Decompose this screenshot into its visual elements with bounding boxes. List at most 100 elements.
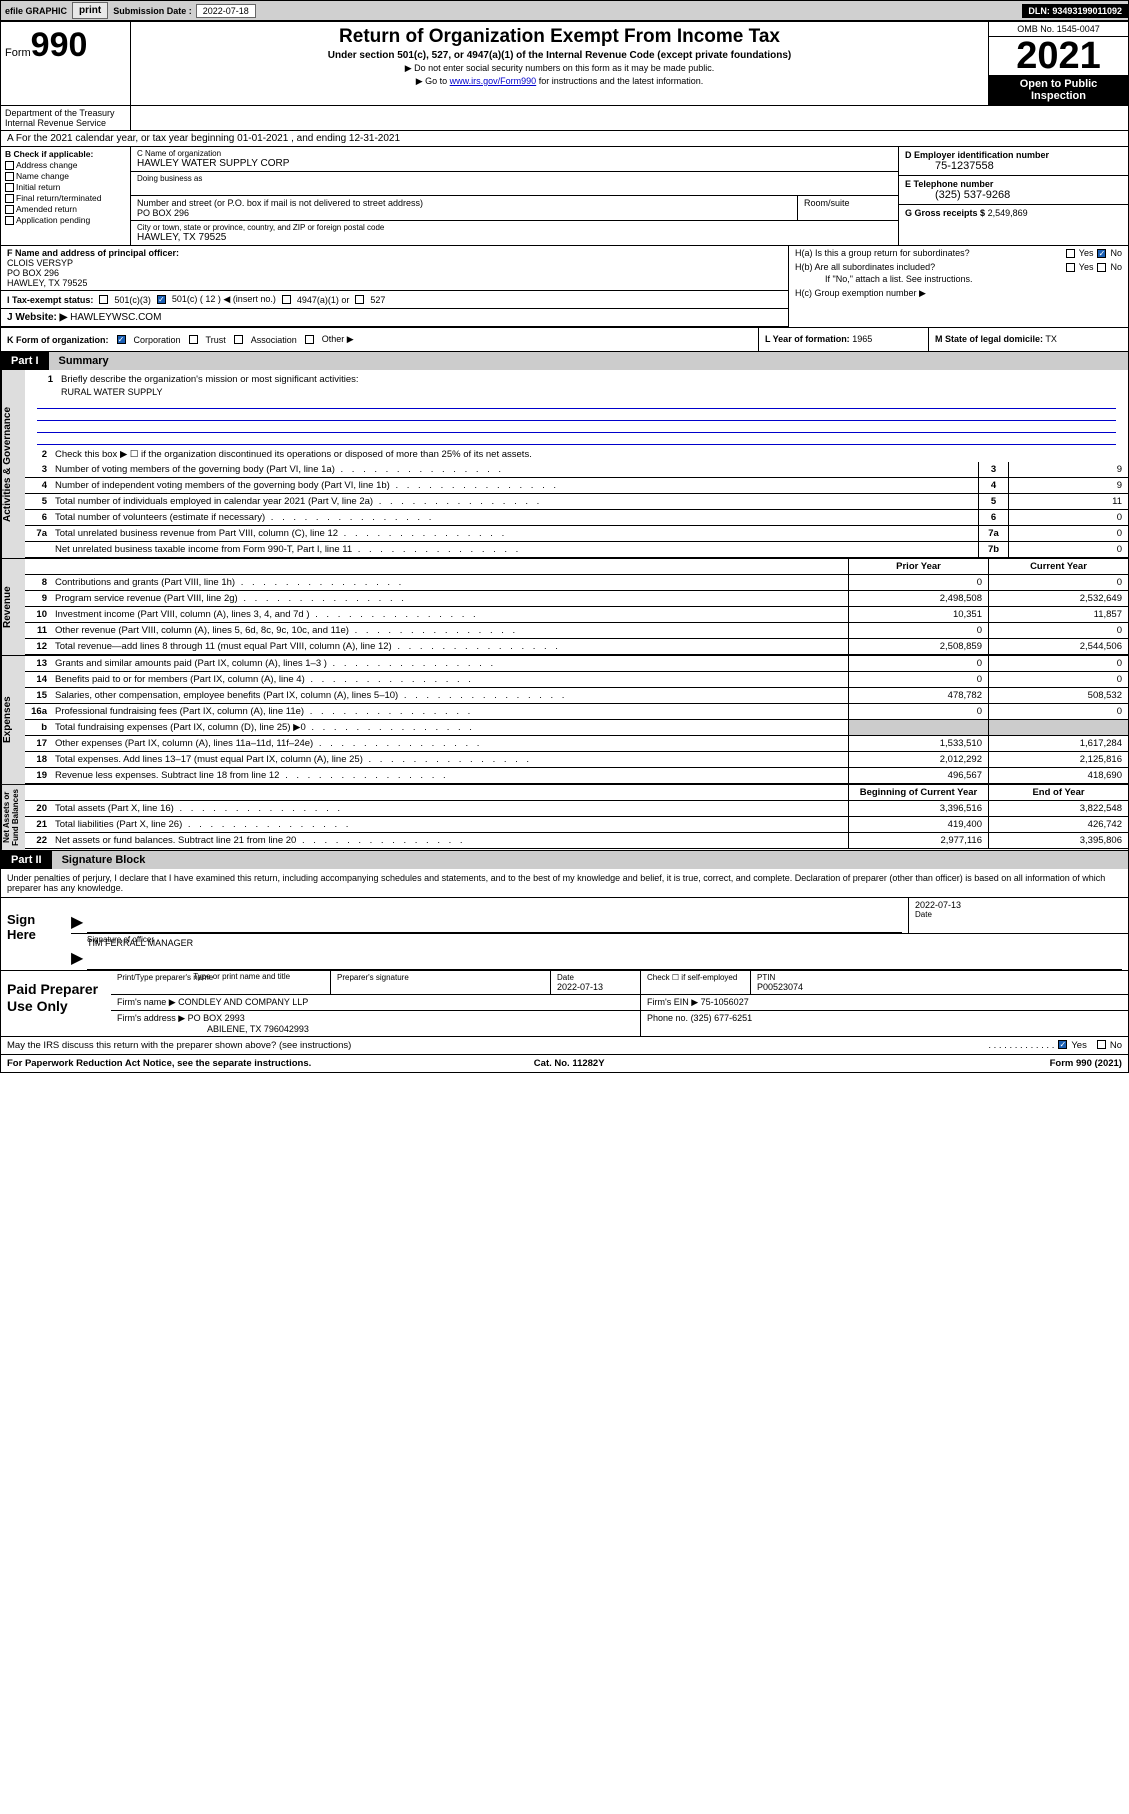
chk-4947[interactable]: [282, 295, 291, 304]
ptin-value: P00523074: [757, 982, 1122, 992]
officer-name-field: TIM FERRALL MANAGERType or print name an…: [87, 938, 1122, 970]
chk-other[interactable]: [305, 335, 314, 344]
dln-value: DLN: 93493199011092: [1022, 4, 1128, 18]
top-toolbar: efile GRAPHIC print Submission Date : 20…: [0, 0, 1129, 21]
sign-here-block: Sign Here ▶ Signature of officer 2022-07…: [1, 898, 1128, 971]
year-box: OMB No. 1545-0047 2021 Open to Public In…: [988, 22, 1128, 105]
city-value: HAWLEY, TX 79525: [137, 232, 892, 243]
row-a-taxyear: A For the 2021 calendar year, or tax yea…: [1, 131, 1128, 147]
prior-year-hdr: Prior Year: [848, 559, 988, 574]
col-d: D Employer identification number 75-1237…: [898, 147, 1128, 245]
form-number: 990: [31, 26, 88, 64]
chk-corp[interactable]: [117, 335, 126, 344]
vtab-governance: Activities & Governance: [1, 370, 25, 558]
chk-assoc[interactable]: [234, 335, 243, 344]
m-label: M State of legal domicile:: [935, 334, 1043, 344]
tel-value: (325) 537-9268: [905, 189, 1122, 201]
current-year-hdr: Current Year: [988, 559, 1128, 574]
sig-date-field: 2022-07-13Date: [908, 898, 1128, 933]
efile-label: efile GRAPHIC: [1, 6, 71, 16]
chk-hb-no[interactable]: [1097, 263, 1106, 272]
footer-left: For Paperwork Reduction Act Notice, see …: [7, 1058, 311, 1069]
ein-value: 75-1237558: [905, 160, 1122, 172]
firm-name: CONDLEY AND COMPANY LLP: [178, 997, 308, 1007]
website-value: HAWLEYWSC.COM: [70, 312, 161, 323]
firm-phone: (325) 677-6251: [691, 1013, 753, 1023]
section-bcd: B Check if applicable: Address change Na…: [1, 147, 1128, 246]
prep-date: 2022-07-13: [557, 982, 634, 992]
sign-here-label: Sign Here: [1, 898, 71, 970]
print-button[interactable]: print: [72, 2, 108, 19]
chk-may-no[interactable]: [1097, 1040, 1106, 1049]
tel-label: E Telephone number: [905, 179, 1122, 189]
mission-text: RURAL WATER SUPPLY: [31, 387, 1122, 397]
prep-sig-label: Preparer's signature: [337, 973, 544, 982]
j-website: J Website: ▶ HAWLEYWSC.COM: [1, 309, 788, 327]
part2-header: Part II Signature Block: [1, 851, 1128, 869]
m-value: TX: [1045, 334, 1057, 344]
irs-link[interactable]: www.irs.gov/Form990: [450, 76, 537, 86]
chk-may-yes[interactable]: [1058, 1040, 1067, 1049]
gross-label: G Gross receipts $: [905, 208, 985, 218]
paid-preparer-block: Paid Preparer Use Only Print/Type prepar…: [1, 971, 1128, 1037]
signature-intro: Under penalties of perjury, I declare th…: [1, 869, 1128, 898]
f-officer: F Name and address of principal officer:…: [1, 246, 788, 291]
dept-row: Department of the Treasury Internal Reve…: [1, 106, 1128, 131]
form-title: Return of Organization Exempt From Incom…: [141, 26, 978, 48]
chk-501c3[interactable]: [99, 295, 108, 304]
vtab-revenue: Revenue: [1, 559, 25, 655]
vtab-expenses: Expenses: [1, 656, 25, 784]
line2-text: Check this box ▶ ☐ if the organization d…: [51, 447, 1128, 462]
chk-pending[interactable]: [5, 216, 14, 225]
part1-header: Part I Summary: [1, 352, 1128, 370]
chk-final[interactable]: [5, 194, 14, 203]
paid-preparer-label: Paid Preparer Use Only: [1, 971, 111, 1036]
form-subtitle: Under section 501(c), 527, or 4947(a)(1)…: [141, 50, 978, 61]
k-form-org: K Form of organization: Corporation Trus…: [1, 328, 758, 351]
addr-value: PO BOX 296: [137, 208, 791, 218]
firm-addr: PO BOX 2993: [188, 1013, 245, 1023]
dba-label: Doing business as: [137, 174, 892, 183]
submission-label: Submission Date :: [109, 6, 196, 16]
section-klm: K Form of organization: Corporation Trus…: [1, 328, 1128, 352]
dept-treasury: Department of the Treasury Internal Reve…: [1, 106, 131, 130]
summary-exp: Expenses 13Grants and similar amounts pa…: [1, 656, 1128, 785]
title-box: Return of Organization Exempt From Incom…: [131, 22, 988, 105]
summary-gov: Activities & Governance 1Briefly describ…: [1, 370, 1128, 559]
vtab-netassets: Net Assets or Fund Balances: [1, 785, 25, 850]
gross-value: 2,549,869: [988, 208, 1028, 218]
h-group: H(a) Is this a group return for subordin…: [788, 246, 1128, 327]
hc-group-num: H(c) Group exemption number ▶: [795, 288, 1122, 299]
form-header: Form990 Return of Organization Exempt Fr…: [1, 22, 1128, 106]
chk-ha-yes[interactable]: [1066, 249, 1075, 258]
officer-signature-field[interactable]: Signature of officer: [87, 902, 902, 933]
col-c: C Name of organization HAWLEY WATER SUPP…: [131, 147, 898, 245]
end-year-hdr: End of Year: [988, 785, 1128, 800]
form-word: Form: [5, 47, 31, 59]
chk-initial[interactable]: [5, 183, 14, 192]
org-name: HAWLEY WATER SUPPLY CORP: [137, 158, 892, 169]
may-discuss-row: May the IRS discuss this return with the…: [1, 1037, 1128, 1055]
chk-hb-yes[interactable]: [1066, 263, 1075, 272]
col-b-header: B Check if applicable:: [5, 149, 126, 159]
form-number-box: Form990: [1, 22, 131, 105]
chk-amended[interactable]: [5, 205, 14, 214]
chk-name[interactable]: [5, 172, 14, 181]
chk-ha-no[interactable]: [1097, 249, 1106, 258]
summary-rev: Revenue Prior YearCurrent Year 8Contribu…: [1, 559, 1128, 656]
chk-trust[interactable]: [189, 335, 198, 344]
chk-501c[interactable]: [157, 295, 166, 304]
chk-527[interactable]: [355, 295, 364, 304]
l-label: L Year of formation:: [765, 334, 850, 344]
summary-net: Net Assets or Fund Balances Beginning of…: [1, 785, 1128, 851]
note-ssn: ▶ Do not enter social security numbers o…: [141, 63, 978, 74]
self-emp-label: Check ☐ if self-employed: [647, 973, 744, 982]
open-public: Open to Public Inspection: [989, 75, 1128, 105]
chk-address[interactable]: [5, 161, 14, 170]
mission-line: [37, 397, 1116, 409]
footer-catno: Cat. No. 11282Y: [534, 1058, 605, 1069]
col-b-checkboxes: B Check if applicable: Address change Na…: [1, 147, 131, 245]
sig-arrow-icon: ▶: [71, 898, 87, 933]
ein-label: D Employer identification number: [905, 150, 1122, 160]
l-value: 1965: [852, 334, 872, 344]
